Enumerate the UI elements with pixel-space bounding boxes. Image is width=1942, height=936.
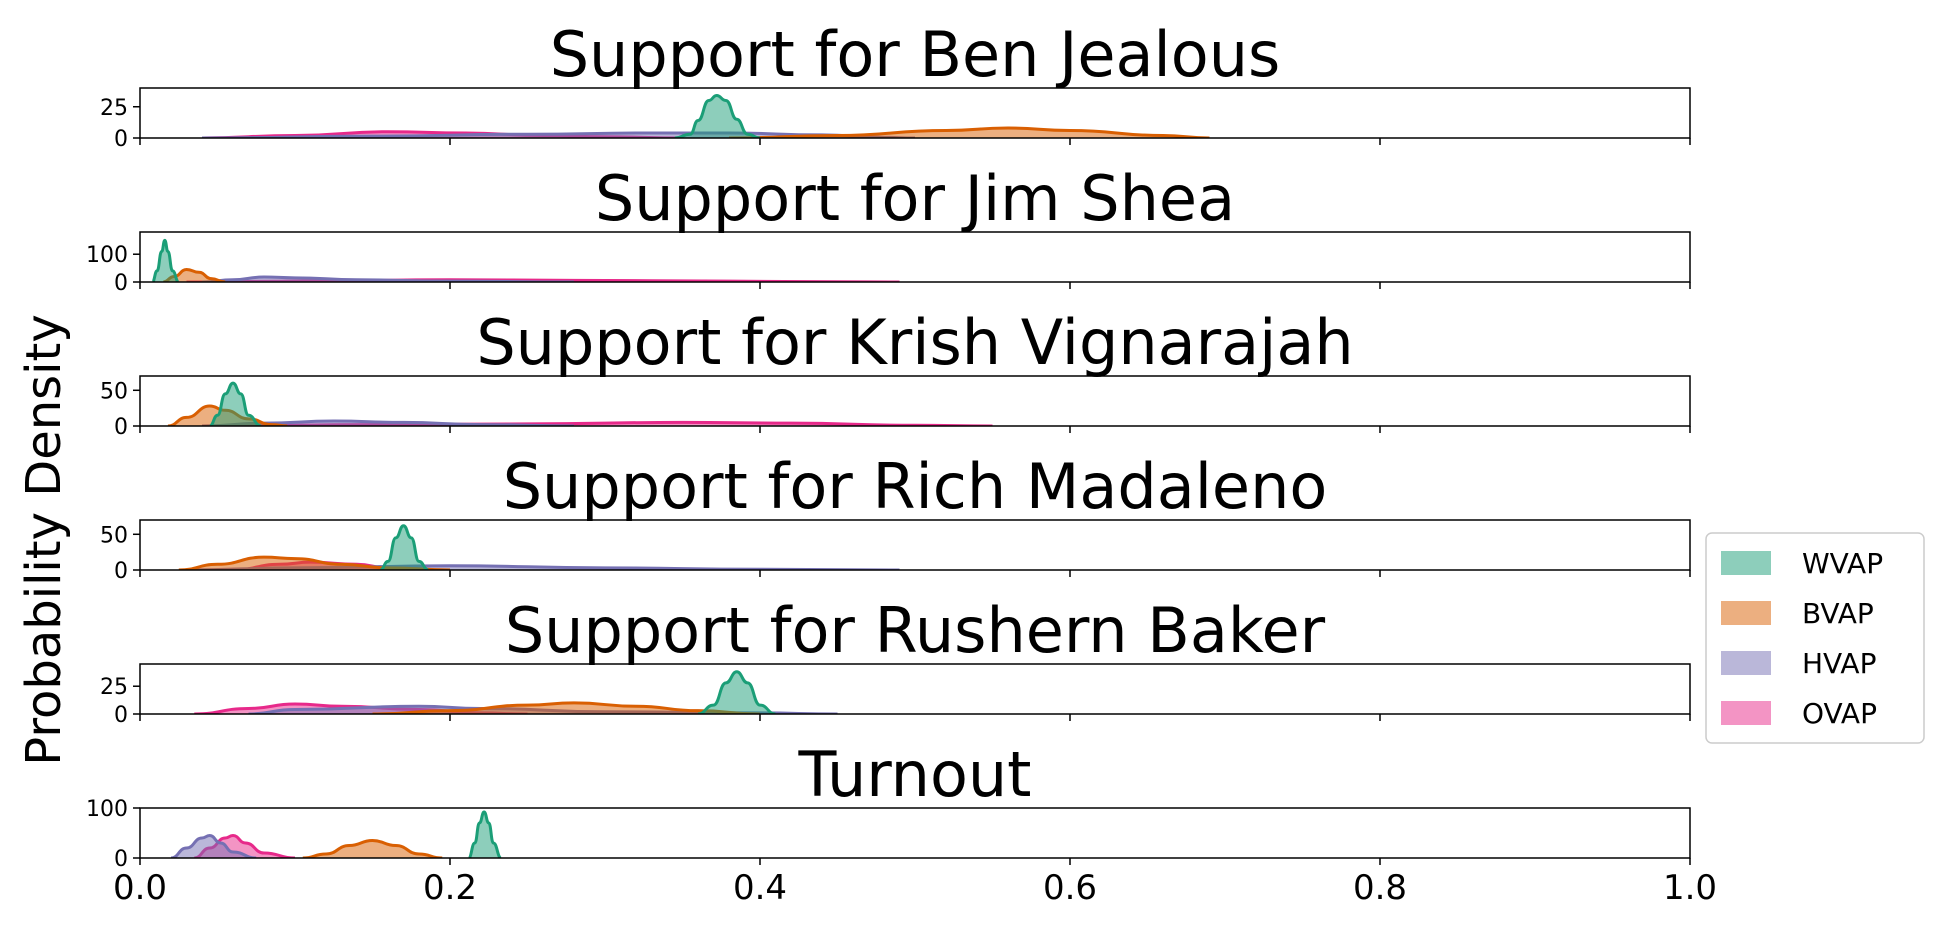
panel-frame xyxy=(140,520,1690,570)
series-group xyxy=(179,526,900,570)
panel-1: Support for Ben Jealous 0 25 xyxy=(100,18,1690,152)
panel-title: Support for Rushern Baker xyxy=(505,594,1326,667)
legend-label: WVAP xyxy=(1802,547,1883,580)
series-group xyxy=(168,383,993,426)
x-tick-label: 0.0 xyxy=(113,868,167,908)
panel-2: Support for Jim Shea 0 100 xyxy=(86,162,1690,296)
y-tick-label: 50 xyxy=(100,523,128,548)
panel-3: Support for Krish Vignarajah 0 50 xyxy=(100,306,1690,440)
x-tick-label: 1.0 xyxy=(1663,868,1717,908)
panel-frame xyxy=(140,232,1690,282)
panel-5: Support for Rushern Baker 0 25 xyxy=(100,594,1690,728)
legend-label: BVAP xyxy=(1802,597,1874,630)
x-tick-label: 0.4 xyxy=(733,868,787,908)
panel-title: Turnout xyxy=(798,738,1032,811)
panel-4: Support for Rich Madaleno 0 50 xyxy=(100,450,1690,584)
y-axis-label: Probability Density xyxy=(16,314,72,765)
legend-swatch-bvap xyxy=(1721,601,1771,625)
series-group xyxy=(171,812,501,858)
legend-swatch-ovap xyxy=(1721,701,1771,725)
x-tick-label: 0.6 xyxy=(1043,868,1097,908)
y-tick-label: 25 xyxy=(100,675,128,700)
legend-label: OVAP xyxy=(1802,697,1877,730)
x-tick-label: 0.8 xyxy=(1353,868,1407,908)
y-tick-label: 0 xyxy=(114,127,128,152)
panel-frame xyxy=(140,376,1690,426)
y-tick-label: 0 xyxy=(114,415,128,440)
series-group xyxy=(152,240,899,282)
y-tick-label: 50 xyxy=(100,379,128,404)
y-tick-label: 25 xyxy=(100,96,128,121)
legend-swatch-hvap xyxy=(1721,651,1771,675)
legend-label: HVAP xyxy=(1802,647,1876,680)
y-tick-label: 100 xyxy=(86,797,128,822)
panel-title: Support for Rich Madaleno xyxy=(503,450,1328,523)
x-tick-label: 0.2 xyxy=(423,868,477,908)
series-group xyxy=(194,672,837,714)
legend-swatch-wvap xyxy=(1721,551,1771,575)
series-group xyxy=(202,96,1210,139)
y-tick-label: 0 xyxy=(114,271,128,296)
panel-title: Support for Krish Vignarajah xyxy=(476,306,1353,379)
y-tick-label: 100 xyxy=(86,243,128,268)
panel-title: Support for Ben Jealous xyxy=(550,18,1281,91)
y-tick-label: 0 xyxy=(114,703,128,728)
panel-title: Support for Jim Shea xyxy=(595,162,1235,235)
legend: WVAP BVAP HVAP OVAP xyxy=(1706,533,1924,743)
panels-group: Support for Ben Jealous 0 25 Support for Ji… xyxy=(86,18,1717,908)
y-tick-label: 0 xyxy=(114,559,128,584)
